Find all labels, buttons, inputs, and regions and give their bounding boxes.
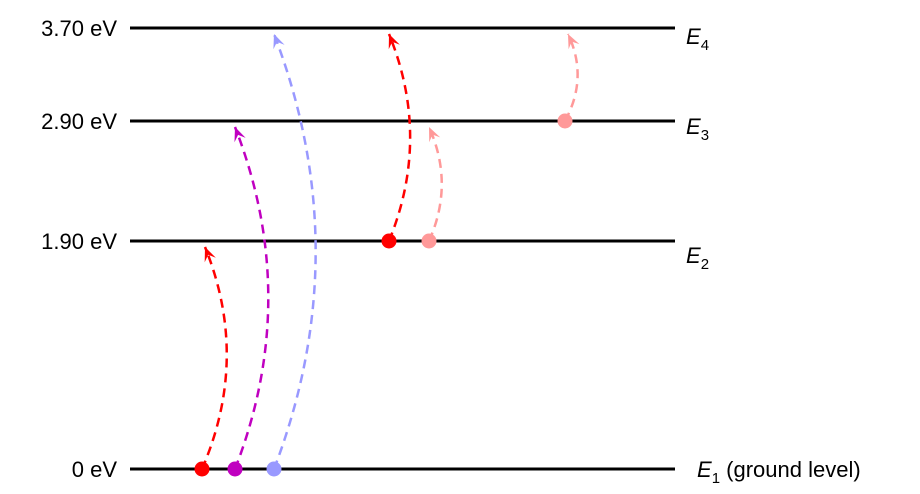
transition-arrow [563, 33, 579, 122]
electron-dot [227, 461, 243, 477]
transition-arrow [427, 126, 444, 242]
electron-dot [381, 233, 397, 249]
transition-arrow [272, 33, 317, 470]
arrowhead-icon [273, 34, 285, 50]
energy-value-label: 0 eV [72, 457, 118, 482]
arrowhead-icon [568, 34, 580, 50]
transition-arrow [387, 33, 412, 242]
level-name-label: E4 [686, 24, 709, 54]
transition-arrow [233, 126, 270, 470]
arrowhead-icon [234, 127, 246, 143]
energy-value-label: 3.70 eV [41, 16, 117, 41]
energy-value-label: 1.90 eV [41, 229, 117, 254]
level-name-label: E3 [686, 114, 709, 144]
level-name-label: E1 (ground level) [697, 457, 861, 487]
arrowhead-icon [204, 247, 216, 263]
arrowhead-icon [388, 34, 400, 50]
level-name-label: E2 [686, 243, 709, 273]
electron-dot [421, 233, 437, 249]
electron-dot [557, 113, 573, 129]
electron-dot [266, 461, 282, 477]
arrowhead-icon [429, 127, 441, 143]
electron-dot [194, 461, 210, 477]
transition-arrow [200, 246, 228, 470]
energy-value-label: 2.90 eV [41, 109, 117, 134]
